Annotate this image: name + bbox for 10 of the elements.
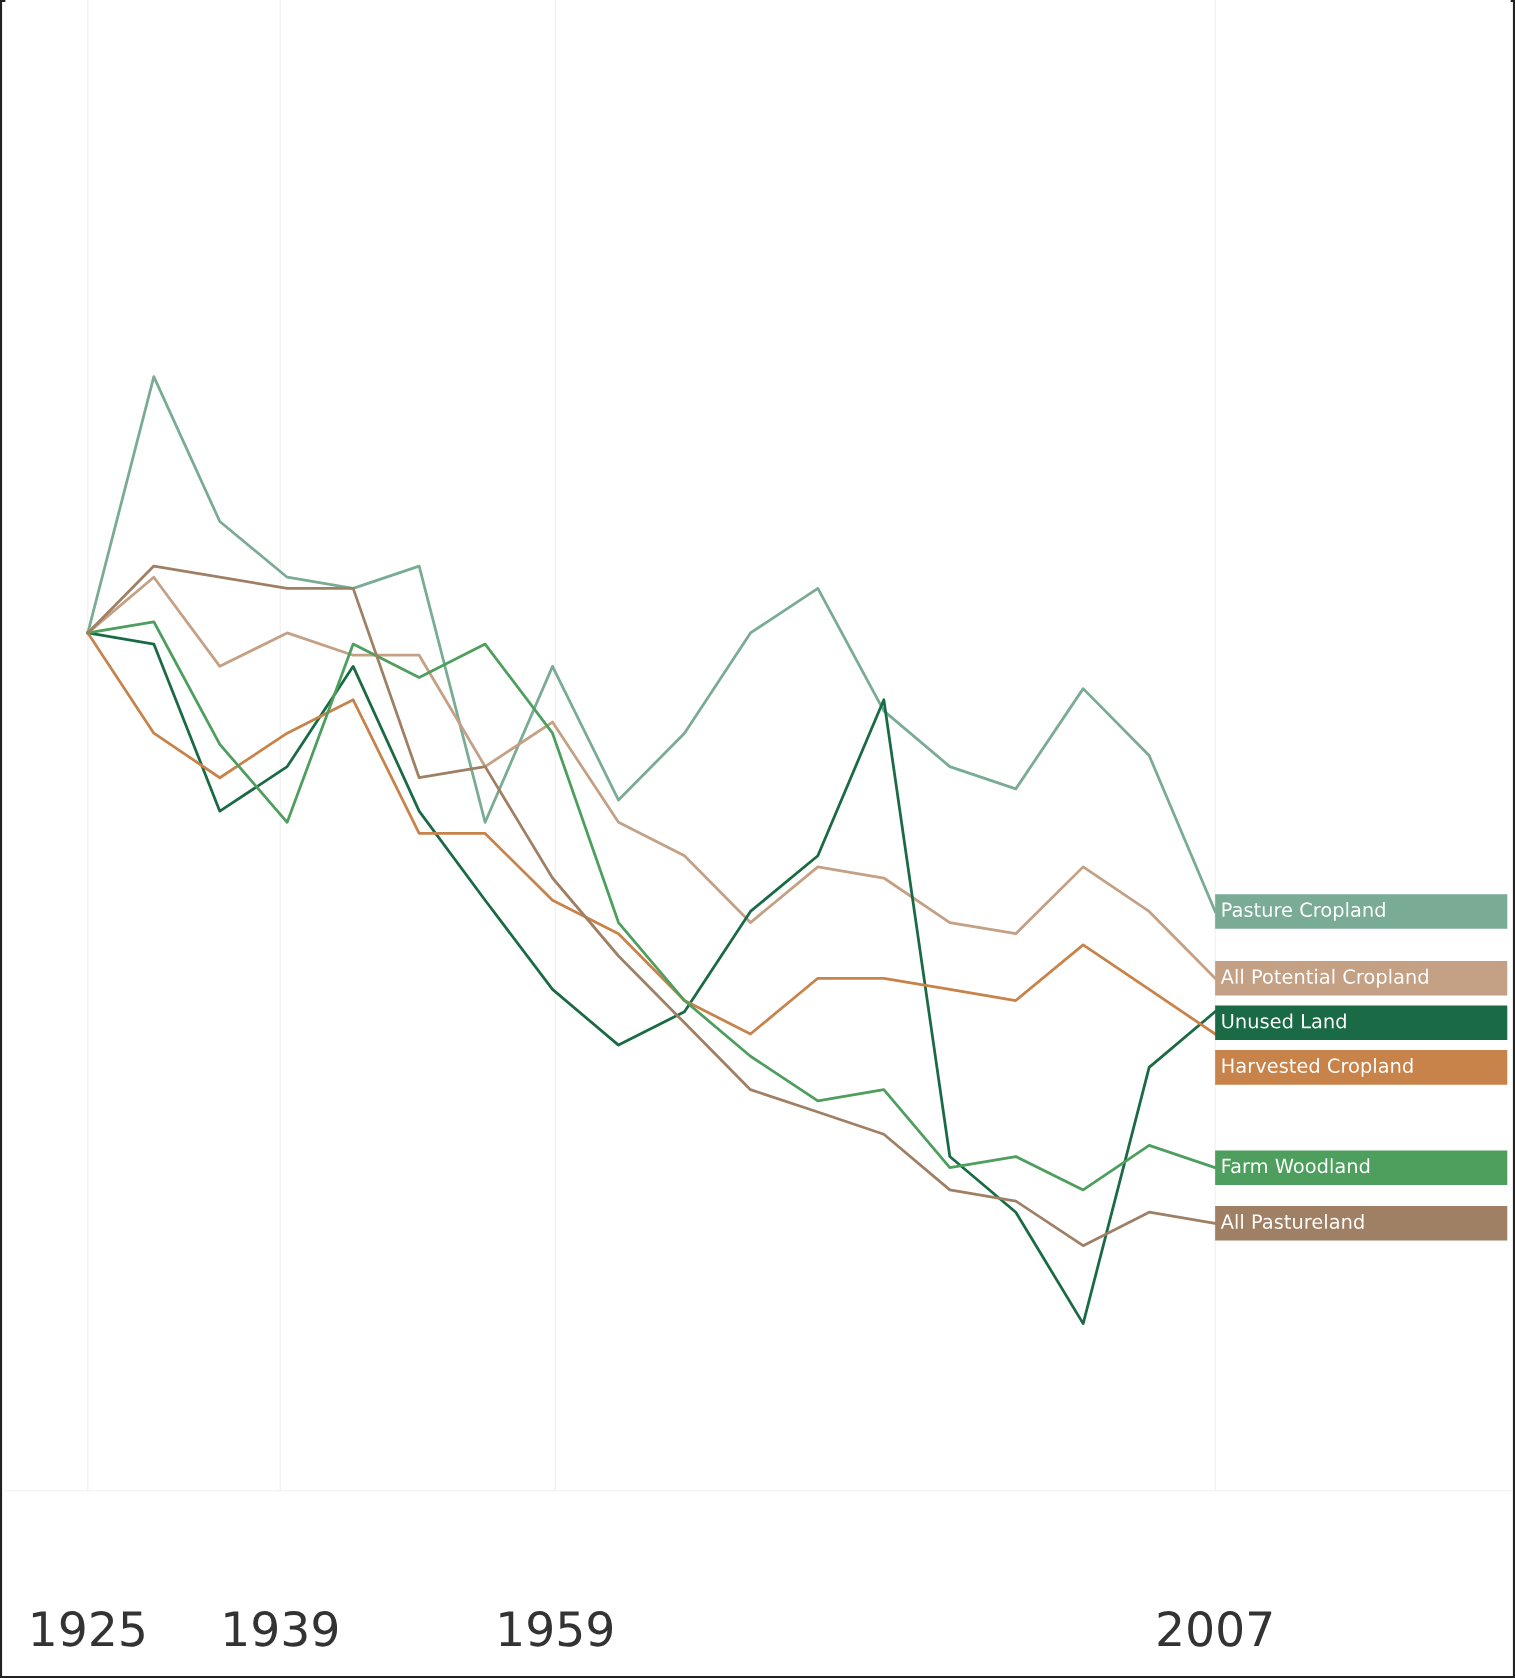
series-label: All Potential Cropland: [1220, 968, 1428, 988]
x-tick-label: 1925: [32, 1611, 144, 1647]
x-tick-label: 1939: [225, 1611, 338, 1647]
series-label: Farm Woodland: [1222, 1158, 1370, 1174]
series-label: Harvested Cropland: [1222, 1057, 1413, 1077]
x-tick-label: 1959: [500, 1611, 613, 1647]
series-label: Unused Land: [1222, 1013, 1346, 1029]
x-tick-label: 2007: [1158, 1611, 1272, 1647]
series-label: All Pastureland: [1220, 1213, 1364, 1229]
series-label: Pasture Cropland: [1222, 902, 1385, 921]
